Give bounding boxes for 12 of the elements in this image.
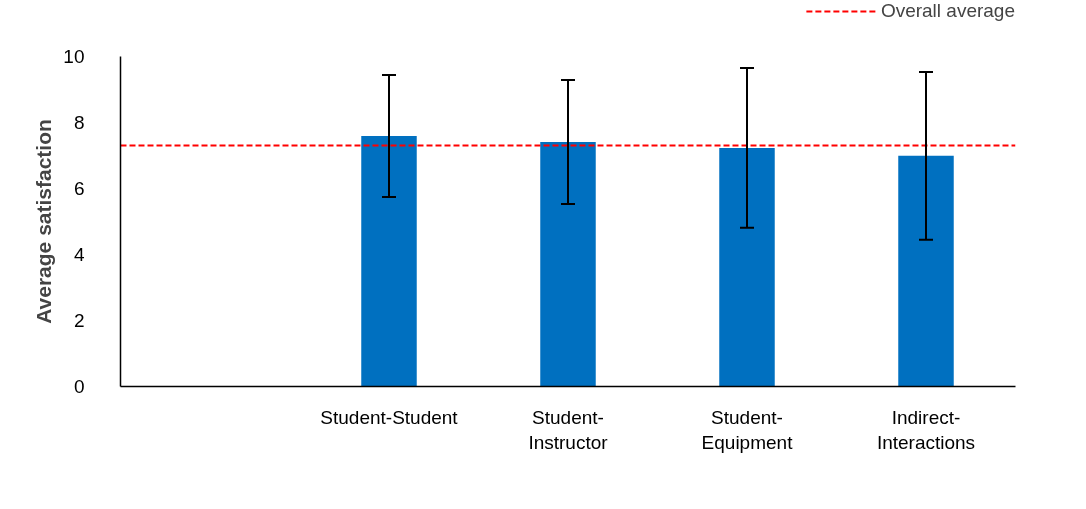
y-tick-label: 4 [73,244,85,265]
legend-label: Overall average [880,0,1015,22]
x-tick-label: Student-Instructor [528,406,609,453]
y-tick-label: 0 [73,376,85,397]
y-axis-title: Average satisfaction [32,119,56,324]
y-tick-label: 8 [73,112,85,133]
x-tick-label: Student-Equipment [701,406,794,453]
x-tick-label: Student-Student [320,406,459,428]
y-tick-label: 6 [73,178,85,199]
y-tick-label: 10 [63,46,85,67]
y-tick-label: 2 [73,310,85,331]
x-tick-label: Indirect-Interactions [876,406,976,453]
